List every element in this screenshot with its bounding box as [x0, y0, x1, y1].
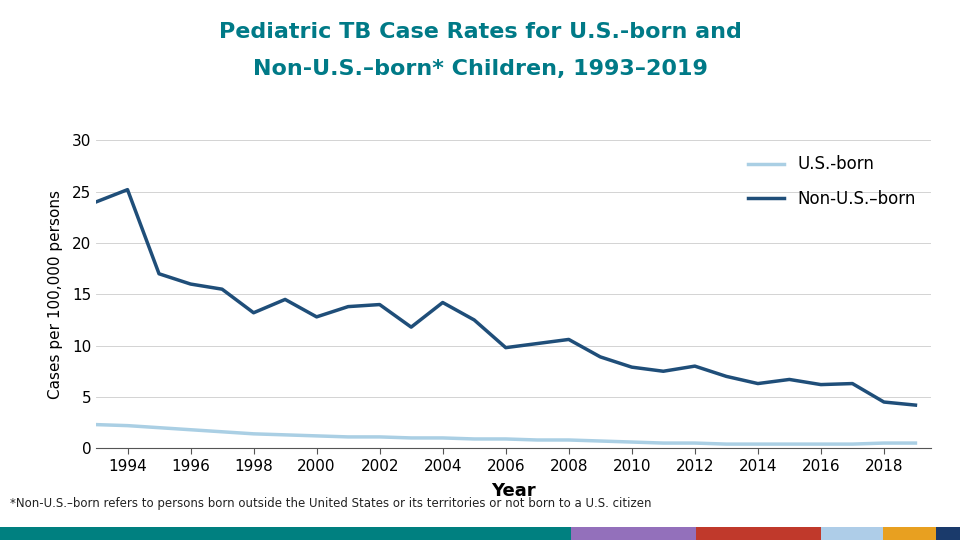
X-axis label: Year: Year: [492, 482, 536, 500]
Text: Non-U.S.–born* Children, 1993–2019: Non-U.S.–born* Children, 1993–2019: [252, 59, 708, 79]
Bar: [936, 526, 960, 540]
Bar: [883, 526, 936, 540]
Bar: [571, 526, 696, 540]
Bar: [696, 526, 821, 540]
Bar: [0, 526, 571, 540]
Legend: U.S.-born, Non-U.S.–born: U.S.-born, Non-U.S.–born: [741, 148, 923, 215]
Text: *Non-U.S.–born refers to persons born outside the United States or its territori: *Non-U.S.–born refers to persons born ou…: [10, 497, 651, 510]
Bar: [821, 526, 883, 540]
Text: Pediatric TB Case Rates for U.S.-born and: Pediatric TB Case Rates for U.S.-born an…: [219, 22, 741, 42]
Y-axis label: Cases per 100,000 persons: Cases per 100,000 persons: [48, 190, 63, 399]
